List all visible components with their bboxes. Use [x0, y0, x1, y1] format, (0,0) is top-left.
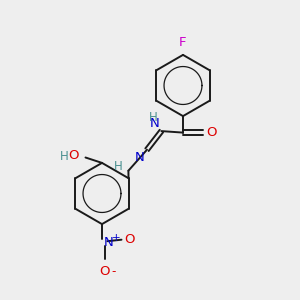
- Text: H: H: [148, 112, 158, 124]
- Text: H: H: [60, 150, 69, 163]
- Text: O: O: [206, 126, 217, 139]
- Text: N: N: [150, 117, 160, 130]
- Text: O: O: [68, 149, 79, 162]
- Text: H: H: [114, 160, 122, 173]
- Text: N: N: [103, 236, 113, 249]
- Text: O: O: [124, 233, 135, 246]
- Text: +: +: [112, 233, 120, 243]
- Text: F: F: [179, 37, 187, 50]
- Text: O: O: [100, 265, 110, 278]
- Text: N: N: [135, 151, 145, 164]
- Text: -: -: [112, 265, 116, 278]
